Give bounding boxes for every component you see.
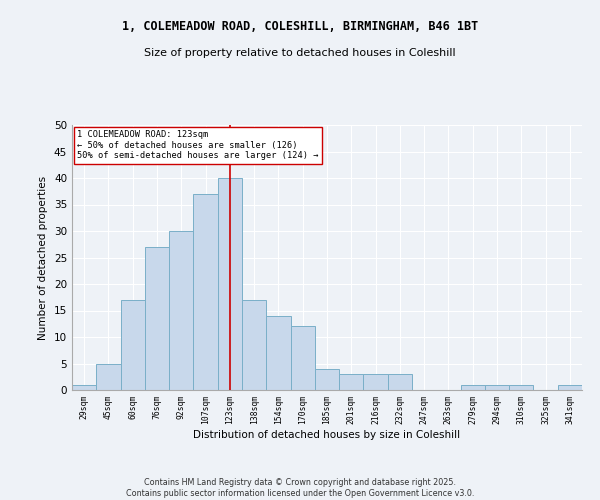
Bar: [242, 300, 266, 390]
Bar: [388, 374, 412, 390]
Bar: [364, 374, 388, 390]
Bar: [266, 316, 290, 390]
Bar: [461, 384, 485, 390]
Text: Size of property relative to detached houses in Coleshill: Size of property relative to detached ho…: [144, 48, 456, 58]
Bar: [339, 374, 364, 390]
Bar: [290, 326, 315, 390]
Text: 1 COLEMEADOW ROAD: 123sqm
← 50% of detached houses are smaller (126)
50% of semi: 1 COLEMEADOW ROAD: 123sqm ← 50% of detac…: [77, 130, 319, 160]
Y-axis label: Number of detached properties: Number of detached properties: [38, 176, 49, 340]
Bar: [485, 384, 509, 390]
Bar: [558, 384, 582, 390]
X-axis label: Distribution of detached houses by size in Coleshill: Distribution of detached houses by size …: [193, 430, 461, 440]
Bar: [72, 384, 96, 390]
Bar: [169, 231, 193, 390]
Bar: [193, 194, 218, 390]
Bar: [145, 247, 169, 390]
Bar: [96, 364, 121, 390]
Text: Contains HM Land Registry data © Crown copyright and database right 2025.
Contai: Contains HM Land Registry data © Crown c…: [126, 478, 474, 498]
Bar: [121, 300, 145, 390]
Bar: [315, 369, 339, 390]
Bar: [218, 178, 242, 390]
Text: 1, COLEMEADOW ROAD, COLESHILL, BIRMINGHAM, B46 1BT: 1, COLEMEADOW ROAD, COLESHILL, BIRMINGHA…: [122, 20, 478, 33]
Bar: [509, 384, 533, 390]
